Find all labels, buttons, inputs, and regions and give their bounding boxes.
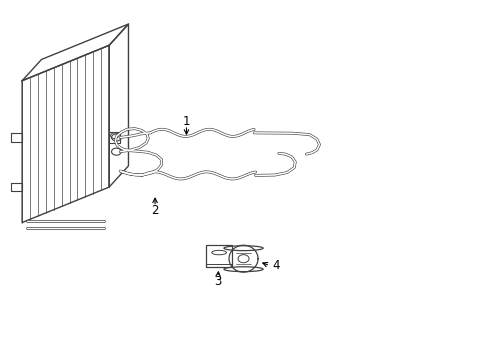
Text: 2: 2 — [151, 204, 159, 217]
Text: 3: 3 — [214, 275, 221, 288]
Text: 1: 1 — [183, 115, 190, 128]
Text: 4: 4 — [272, 259, 279, 272]
Bar — [205, 245, 232, 267]
